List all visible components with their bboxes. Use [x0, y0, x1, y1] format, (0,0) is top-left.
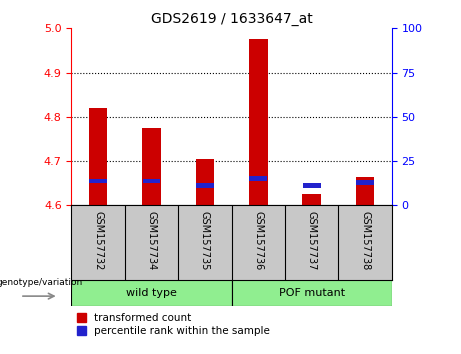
- Bar: [249, 176, 267, 181]
- Bar: [249, 39, 268, 205]
- Text: GSM157738: GSM157738: [360, 211, 370, 270]
- Text: GSM157737: GSM157737: [307, 211, 317, 271]
- Title: GDS2619 / 1633647_at: GDS2619 / 1633647_at: [151, 12, 313, 26]
- Bar: [71, 280, 231, 306]
- Text: genotype/variation: genotype/variation: [0, 278, 83, 287]
- Text: GSM157736: GSM157736: [254, 211, 263, 270]
- Bar: [142, 178, 160, 183]
- Text: GSM157735: GSM157735: [200, 211, 210, 271]
- Bar: [89, 178, 107, 183]
- Bar: [302, 194, 321, 205]
- Bar: [356, 177, 374, 205]
- Text: GSM157732: GSM157732: [93, 211, 103, 271]
- Bar: [195, 159, 214, 205]
- Text: GSM157734: GSM157734: [147, 211, 157, 270]
- Bar: [231, 280, 392, 306]
- Bar: [303, 183, 321, 188]
- Bar: [196, 183, 214, 188]
- Text: wild type: wild type: [126, 288, 177, 298]
- Bar: [142, 128, 161, 205]
- Text: POF mutant: POF mutant: [279, 288, 345, 298]
- Bar: [356, 180, 374, 185]
- Bar: [89, 108, 107, 205]
- Legend: transformed count, percentile rank within the sample: transformed count, percentile rank withi…: [77, 313, 270, 336]
